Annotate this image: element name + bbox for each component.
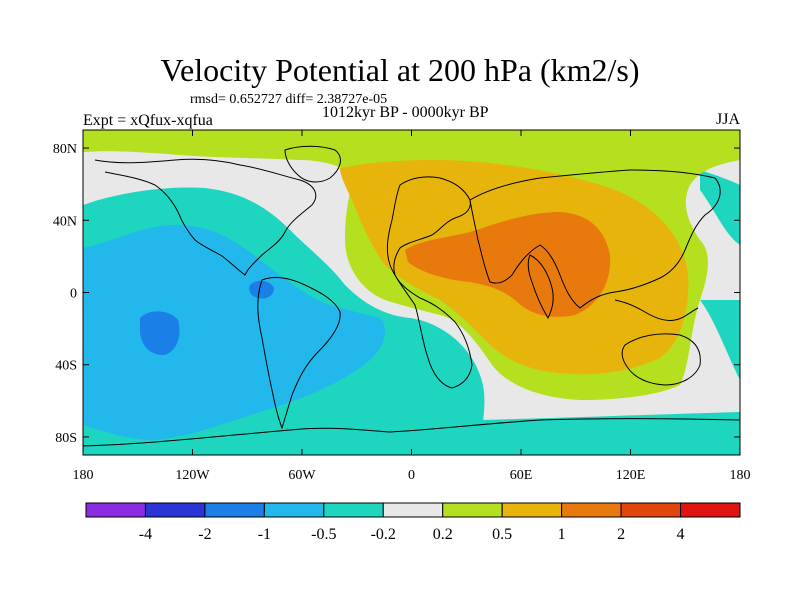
colorbar-label: -1: [258, 526, 271, 543]
colorbar-labels: -4 -2 -1 -0.5 -0.2 0.2 0.5 1 2 4: [139, 526, 685, 543]
lon-tick-label: 180: [73, 468, 94, 483]
lat-tick-label: 80S: [55, 431, 77, 446]
colorbar-label: 4: [677, 526, 685, 543]
colorbar-swatch: [204, 502, 265, 518]
colorbar-label: 0.5: [492, 526, 512, 543]
contour-teal-northeast: [700, 170, 740, 245]
coast-greenland: [284, 145, 341, 183]
contour-teal-east: [700, 300, 740, 380]
colorbar: [85, 502, 741, 518]
colorbar-swatch: [323, 502, 384, 518]
colorbar-swatch: [561, 502, 622, 518]
coast-maritime: [614, 299, 699, 321]
colorbar-label: 1: [558, 526, 566, 543]
coast-north-america: [94, 158, 317, 276]
lon-tick-label: 120E: [616, 468, 646, 483]
colorbar-label: -0.2: [371, 526, 396, 543]
longitude-labels: 180 120W 60W 0 60E 120E 180: [73, 468, 751, 483]
lon-tick-label: 0: [408, 468, 415, 483]
colorbar-swatch: [144, 502, 206, 518]
experiment-label: Expt = xQfux-xqfua: [83, 112, 213, 129]
colorbar-label: 0.2: [433, 526, 453, 543]
colorbar-swatch: [382, 502, 444, 518]
contour-blue-pacific: [140, 311, 180, 356]
lat-tick-label: 80N: [53, 142, 77, 157]
latitude-labels: 80N 40N 0 40S 80S: [53, 142, 77, 446]
lon-tick-label: 60W: [288, 468, 316, 483]
colorbar-label: 2: [617, 526, 625, 543]
colorbar-swatch: [85, 502, 146, 518]
coast-australia: [621, 333, 701, 386]
stats-line: rmsd= 0.652727 diff= 2.38727e-05: [190, 92, 388, 107]
contour-orange: [405, 212, 611, 317]
lon-tick-label: 60E: [510, 468, 533, 483]
period-label: 1012kyr BP - 0000kyr BP: [322, 104, 489, 121]
coast-europe-africa: [386, 176, 473, 389]
contour-skyblue: [83, 224, 386, 440]
map-title: Velocity Potential at 200 hPa (km2/s): [160, 52, 640, 88]
lat-tick-label: 0: [70, 287, 77, 302]
colorbar-swatch: [442, 502, 503, 518]
lat-tick-label: 40S: [55, 359, 77, 374]
colorbar-swatch: [263, 502, 325, 518]
colorbar-label: -0.5: [311, 526, 336, 543]
lon-tick-label: 180: [730, 468, 751, 483]
coast-india: [527, 254, 554, 320]
coastlines: [83, 145, 740, 447]
coast-south-america: [257, 277, 341, 430]
lat-tick-label: 40N: [53, 214, 77, 229]
lon-tick-label: 120W: [175, 468, 210, 483]
colorbar-label: -2: [198, 526, 211, 543]
colorbar-label: -4: [139, 526, 152, 543]
colorbar-swatch: [680, 502, 741, 518]
axis-ticks: [82, 130, 741, 455]
coast-asia: [469, 169, 721, 309]
colorbar-swatch: [501, 502, 563, 518]
colorbar-swatch: [620, 502, 682, 518]
coast-antarctica: [83, 418, 740, 447]
season-label: JJA: [715, 111, 740, 128]
contour-blue-amazon: [249, 280, 274, 299]
contour-teal-south: [470, 412, 740, 455]
